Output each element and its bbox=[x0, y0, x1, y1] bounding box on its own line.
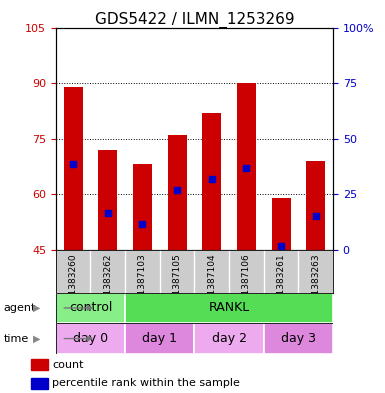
Bar bbox=[64, 87, 83, 250]
Bar bbox=[202, 113, 221, 250]
Bar bbox=[125, 323, 194, 354]
Text: percentile rank within the sample: percentile rank within the sample bbox=[52, 378, 240, 388]
Text: GSM1387103: GSM1387103 bbox=[138, 253, 147, 314]
Bar bbox=[56, 323, 125, 354]
Text: day 3: day 3 bbox=[281, 332, 316, 345]
Point bbox=[70, 161, 76, 167]
Bar bbox=[167, 135, 187, 250]
Text: count: count bbox=[52, 360, 84, 370]
Text: day 1: day 1 bbox=[142, 332, 177, 345]
Text: day 0: day 0 bbox=[73, 332, 108, 345]
Bar bbox=[31, 359, 48, 370]
Bar bbox=[56, 293, 125, 323]
Bar bbox=[31, 378, 48, 389]
Bar bbox=[194, 323, 264, 354]
Title: GDS5422 / ILMN_1253269: GDS5422 / ILMN_1253269 bbox=[95, 11, 294, 28]
Text: agent: agent bbox=[4, 303, 36, 313]
Bar bbox=[133, 164, 152, 250]
Bar bbox=[264, 323, 333, 354]
Text: GSM1383262: GSM1383262 bbox=[103, 253, 112, 314]
Point bbox=[313, 213, 319, 219]
Text: GSM1387105: GSM1387105 bbox=[172, 253, 182, 314]
Point bbox=[278, 243, 284, 249]
Bar bbox=[98, 150, 117, 250]
Bar bbox=[237, 83, 256, 250]
Text: ▶: ▶ bbox=[33, 334, 40, 344]
Text: GSM1383260: GSM1383260 bbox=[69, 253, 78, 314]
Text: RANKL: RANKL bbox=[208, 301, 250, 314]
Text: ▶: ▶ bbox=[33, 303, 40, 313]
Text: GSM1383263: GSM1383263 bbox=[311, 253, 320, 314]
Text: GSM1387104: GSM1387104 bbox=[207, 253, 216, 314]
Point bbox=[105, 209, 111, 216]
Text: time: time bbox=[4, 334, 29, 344]
Text: control: control bbox=[69, 301, 112, 314]
Text: GSM1383261: GSM1383261 bbox=[276, 253, 286, 314]
Bar bbox=[306, 161, 325, 250]
Point bbox=[209, 176, 215, 182]
Bar bbox=[125, 293, 333, 323]
Point bbox=[174, 187, 180, 193]
Text: GSM1387106: GSM1387106 bbox=[242, 253, 251, 314]
Point bbox=[243, 165, 249, 171]
Bar bbox=[271, 198, 291, 250]
Text: day 2: day 2 bbox=[212, 332, 246, 345]
Point bbox=[139, 220, 146, 227]
